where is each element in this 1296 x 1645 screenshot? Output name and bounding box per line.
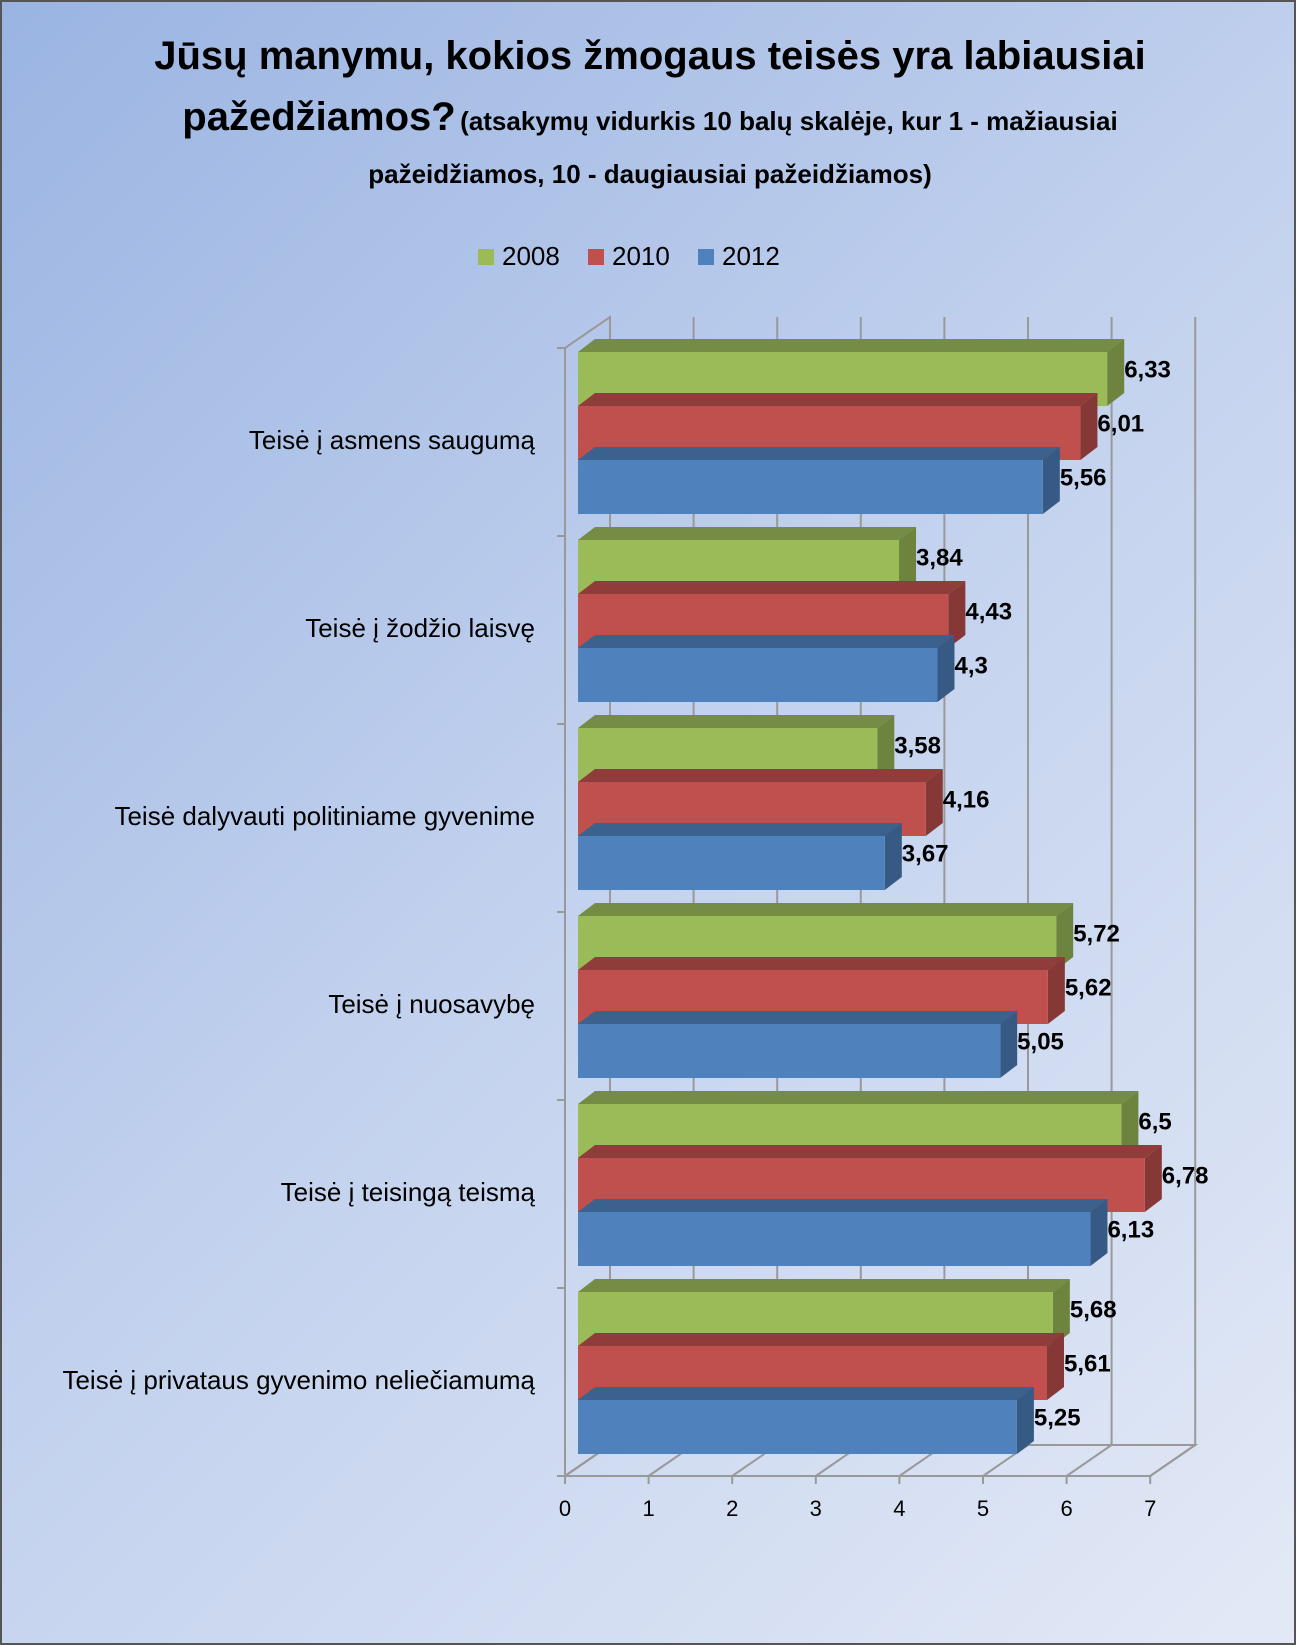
legend-label: 2008	[502, 241, 560, 271]
chart-title: Jūsų manymu, kokios žmogaus teisės yra l…	[154, 34, 1146, 139]
value-label: 3,58	[894, 732, 941, 759]
bar-side	[899, 527, 917, 594]
x-tick-label: 4	[893, 1496, 905, 1521]
value-label: 5,25	[1034, 1404, 1081, 1431]
value-label: 6,5	[1138, 1108, 1171, 1135]
bar-side	[1052, 1279, 1070, 1346]
chart-subtitle: (atsakymų vidurkis 10 balų skalėje, kur …	[368, 106, 1118, 189]
value-label: 5,61	[1064, 1350, 1111, 1377]
x-tick-label: 5	[977, 1496, 989, 1521]
bar-top	[578, 447, 1060, 460]
value-label: 4,16	[943, 786, 990, 813]
y-tick-label: Teisė į asmens saugumą	[249, 425, 536, 455]
bar-side	[1042, 447, 1060, 514]
y-tick-label: Teisė dalyvauti politiniame gyvenime	[114, 801, 535, 831]
bar-side	[1016, 1387, 1034, 1454]
bar-side	[925, 769, 943, 836]
legend-label: 2012	[722, 241, 780, 271]
bar-side	[1056, 903, 1074, 970]
x-tick-label: 1	[642, 1496, 654, 1521]
legend-swatch	[478, 249, 494, 265]
y-tick-label: Teisė į žodžio laisvę	[305, 613, 535, 643]
bar-top	[578, 527, 917, 540]
bar-top	[578, 581, 966, 594]
bar	[578, 1024, 1001, 1078]
value-label: 5,72	[1073, 920, 1120, 947]
x-tick-label: 7	[1144, 1496, 1156, 1521]
bar-side	[1000, 1011, 1018, 1078]
value-label: 5,56	[1060, 464, 1107, 491]
legend-swatch	[698, 249, 714, 265]
bar-side	[1121, 1091, 1139, 1158]
y-tick-label: Teisė į privataus gyvenimo neliečiamumą	[62, 1365, 535, 1395]
grid-line	[1066, 317, 1113, 1477]
bar-side	[877, 715, 895, 782]
value-label: 4,3	[954, 652, 987, 679]
value-label: 3,67	[902, 840, 949, 867]
bar-side	[884, 823, 902, 890]
bar	[578, 648, 938, 702]
value-label: 5,68	[1070, 1296, 1117, 1323]
bar-top	[578, 1091, 1139, 1104]
bar-top	[578, 635, 955, 648]
bar-side	[1080, 393, 1098, 460]
value-label: 3,84	[916, 544, 963, 571]
bar-top	[578, 1333, 1064, 1346]
bar-top	[578, 769, 943, 782]
bar-side	[1046, 1333, 1064, 1400]
bar-top	[578, 393, 1098, 406]
value-label: 5,62	[1065, 974, 1112, 1001]
legend-label: 2010	[612, 241, 670, 271]
value-label: 4,43	[965, 598, 1012, 625]
value-label: 6,01	[1097, 410, 1144, 437]
x-tick-label: 6	[1060, 1496, 1072, 1521]
bar-side	[1144, 1145, 1162, 1212]
legend-swatch	[588, 249, 604, 265]
bar-side	[1090, 1199, 1108, 1266]
grid-line	[1149, 317, 1197, 1477]
title-block: Jūsų manymu, kokios žmogaus teisės yra l…	[130, 30, 1170, 205]
y-tick-label: Teisė į teisingą teismą	[281, 1177, 536, 1207]
bar-side	[948, 581, 966, 648]
bar	[578, 1212, 1091, 1266]
bar-top	[578, 957, 1065, 970]
bar	[578, 836, 885, 890]
bar-top	[578, 1011, 1018, 1024]
bar	[578, 460, 1043, 514]
bar-top	[578, 903, 1074, 916]
x-tick-label: 2	[726, 1496, 738, 1521]
y-tick-label: Teisė į nuosavybę	[328, 989, 535, 1019]
x-tick-label: 0	[559, 1496, 571, 1521]
bar-top	[578, 1279, 1070, 1292]
bar-top	[578, 823, 902, 836]
x-tick-label: 3	[810, 1496, 822, 1521]
bar-top	[578, 1387, 1034, 1400]
bar-side	[1047, 957, 1065, 1024]
bar-top	[578, 1199, 1108, 1212]
bar-top	[578, 715, 895, 728]
value-label: 6,33	[1124, 356, 1171, 383]
bar-side	[1107, 339, 1125, 406]
bar-side	[937, 635, 955, 702]
bar-top	[578, 339, 1125, 352]
value-label: 6,13	[1107, 1216, 1154, 1243]
bar	[578, 1400, 1017, 1454]
value-label: 6,78	[1162, 1162, 1209, 1189]
bar-top	[578, 1145, 1162, 1158]
value-label: 5,05	[1017, 1028, 1064, 1055]
